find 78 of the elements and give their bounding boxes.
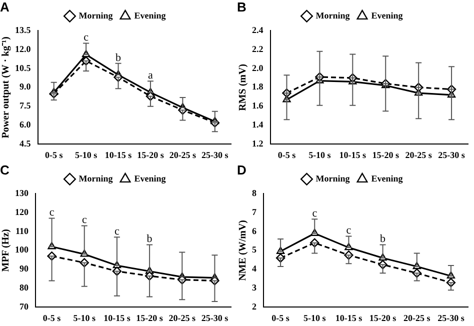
y-tick-label: 110 <box>15 226 29 236</box>
y-tick-label: 7.5 <box>20 100 32 111</box>
x-tick-label: 10-15 s <box>104 312 131 323</box>
y-tick-label: 12.0 <box>15 44 32 54</box>
x-tick-label: 10-15 s <box>335 312 363 323</box>
legend-label: Evening <box>134 10 166 20</box>
y-tick-label: 1.2 <box>252 138 264 149</box>
x-tick-label: 5-10 s <box>308 150 332 160</box>
legend-label: Morning <box>78 173 114 184</box>
legend-label: Evening <box>371 10 404 20</box>
x-tick-label: 0-5 s <box>278 150 296 160</box>
y-tick-label: 1.4 <box>252 120 264 130</box>
x-tick-label: 20-25 s <box>405 150 432 160</box>
annotation: c <box>84 32 89 44</box>
x-tick-label: 20-25 s <box>404 312 431 323</box>
x-tick-label: 0-5 s <box>44 150 64 160</box>
annotation: b <box>146 233 153 246</box>
y-tick-label: 13.5 <box>15 24 32 35</box>
y-tick-label: 1.6 <box>252 100 264 111</box>
annotation: c <box>312 208 318 220</box>
y-tick-label: 9.0 <box>20 82 32 92</box>
x-tick-label: 25-30 s <box>201 312 229 323</box>
x-tick-label: 10-15 s <box>104 150 132 160</box>
y-tick-label: 2 <box>252 302 257 312</box>
annotation: c <box>346 224 352 237</box>
y-tick-label: 2.0 <box>252 62 264 73</box>
x-tick-label: 5-10 s <box>304 312 326 323</box>
y-axis-title: MPF (Hz) <box>0 229 12 272</box>
annotation: c <box>82 214 87 226</box>
annotation: c <box>49 206 54 219</box>
y-tick-label: 1.8 <box>252 82 264 92</box>
legend-label: Morning <box>78 10 114 20</box>
y-tick-label: 120 <box>15 206 29 217</box>
y-tick-label: 5 <box>252 244 257 255</box>
x-tick-label: 15-20 s <box>136 312 164 323</box>
x-tick-label: 10-15 s <box>339 150 367 160</box>
x-tick-label: 15-20 s <box>369 312 397 323</box>
legend-label: Evening <box>134 173 166 184</box>
y-tick-label: 10.5 <box>15 62 32 73</box>
y-axis-title: NME (W/mV) <box>238 220 249 281</box>
y-tick-label: 7 <box>252 206 257 217</box>
chart-title: B <box>237 0 246 14</box>
y-tick-label: 2.2 <box>252 44 264 54</box>
y-tick-label: 70 <box>20 302 29 312</box>
x-tick-label: 15-20 s <box>137 150 164 160</box>
chart-title: C <box>0 162 10 178</box>
y-tick-label: 4.5 <box>20 138 32 149</box>
x-tick-label: 5-10 s <box>73 312 96 323</box>
x-tick-label: 5-10 s <box>74 150 98 160</box>
legend-label: Morning <box>316 10 350 20</box>
x-tick-label: 25-30 s <box>438 312 465 323</box>
y-tick-label: 2.4 <box>252 24 264 35</box>
y-tick-label: 90 <box>20 264 29 274</box>
y-tick-label: 6 <box>252 226 257 236</box>
y-tick-label: 100 <box>15 244 29 255</box>
annotation: b <box>116 52 122 64</box>
x-tick-label: 0-5 s <box>272 312 290 323</box>
x-tick-label: 15-20 s <box>372 150 400 160</box>
y-tick-label: 130 <box>15 188 29 198</box>
y-tick-label: 4 <box>252 264 257 274</box>
x-tick-label: 20-25 s <box>169 150 197 160</box>
y-tick-label: 6.0 <box>20 120 32 130</box>
y-tick-label: 80 <box>20 282 29 293</box>
chart-title: D <box>237 162 246 178</box>
y-axis-title: Power output (W · kg⁻¹) <box>0 36 12 138</box>
annotation: c <box>114 226 120 238</box>
y-tick-label: 3 <box>252 282 257 293</box>
legend-label: Evening <box>371 173 404 184</box>
annotation: b <box>380 233 386 246</box>
y-tick-label: 8 <box>252 188 257 198</box>
y-axis-title: RMS (mV) <box>238 64 249 111</box>
legend-label: Morning <box>316 173 350 184</box>
x-tick-label: 0-5 s <box>42 312 62 323</box>
chart-title: A <box>0 0 10 14</box>
x-tick-label: 25-30 s <box>202 150 229 160</box>
x-tick-label: 25-30 s <box>438 150 466 160</box>
annotation: a <box>148 69 154 82</box>
x-tick-label: 20-25 s <box>168 312 196 323</box>
